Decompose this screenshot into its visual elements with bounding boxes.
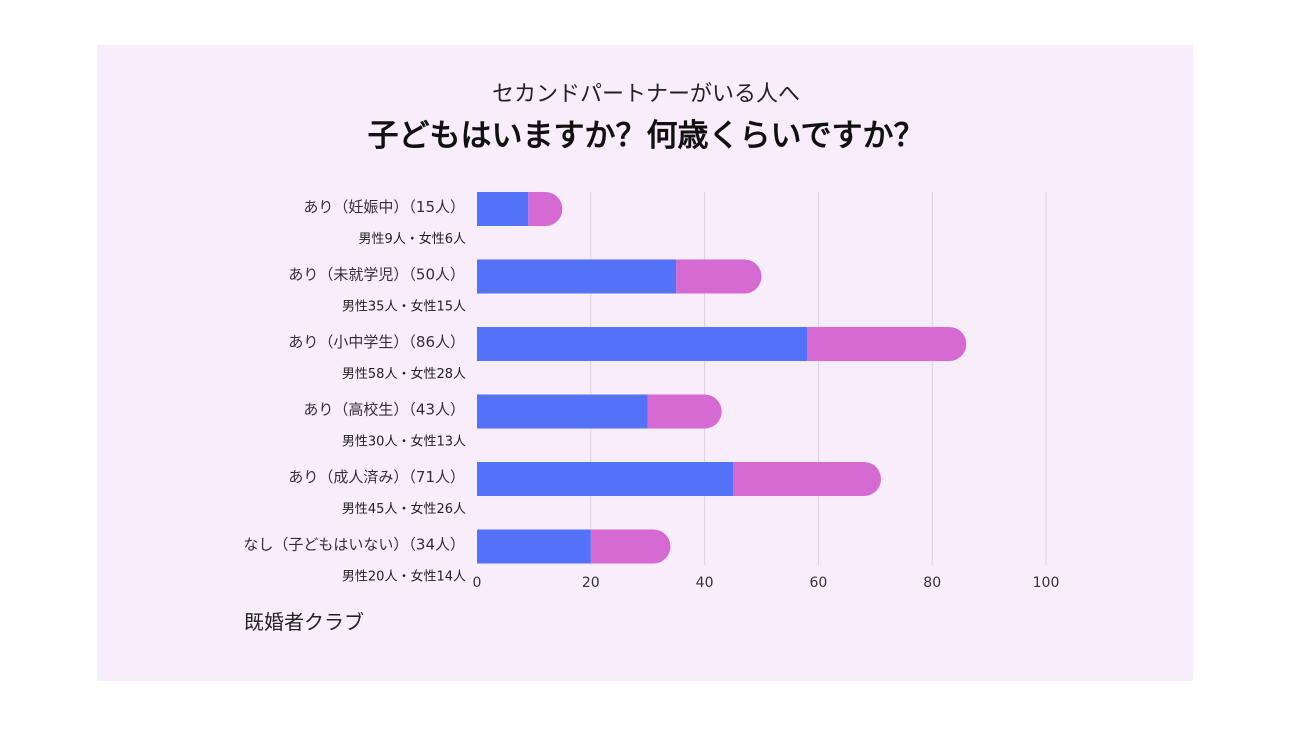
x-tick-label: 60 — [809, 575, 827, 591]
chart-subtitle: セカンドパートナーがいる人へ — [491, 82, 800, 107]
category-label: なし（子どもはいない）（34人） — [243, 536, 465, 554]
category-label: あり（小中学生）（86人） — [288, 333, 465, 351]
bar-male — [477, 462, 734, 496]
bar-male — [477, 327, 808, 361]
bar-female — [676, 259, 762, 294]
bar-female — [590, 529, 671, 564]
category-label: あり（妊娠中）（15人） — [303, 198, 465, 216]
bar-male — [477, 192, 529, 226]
bar-female — [647, 394, 722, 429]
category-breakdown-label: 男性58人・女性28人 — [342, 366, 466, 382]
chart-panel — [97, 45, 1193, 681]
bar-female — [528, 192, 563, 226]
bar-male — [477, 394, 648, 429]
category-breakdown-label: 男性35人・女性15人 — [342, 299, 466, 315]
source-label: 既婚者クラブ — [244, 610, 364, 634]
category-label: あり（高校生）（43人） — [303, 401, 465, 419]
category-breakdown-label: 男性45人・女性26人 — [342, 501, 466, 517]
category-label: あり（未就学児）（50人） — [288, 266, 465, 284]
category-label: あり（成人済み）（71人） — [288, 468, 465, 486]
x-tick-label: 100 — [1033, 575, 1060, 591]
category-breakdown-label: 男性30人・女性13人 — [342, 434, 466, 450]
category-breakdown-label: 男性9人・女性6人 — [358, 231, 466, 247]
bar-female — [807, 327, 967, 361]
x-tick-label: 80 — [923, 575, 941, 591]
category-breakdown-label: 男性20人・女性14人 — [342, 569, 466, 585]
bar-male — [477, 529, 591, 564]
chart-title: 子どもはいますか？何歳くらいですか？ — [367, 118, 925, 154]
x-tick-label: 0 — [473, 575, 482, 591]
bar-female — [733, 462, 881, 496]
x-tick-label: 40 — [696, 575, 714, 591]
bar-male — [477, 259, 677, 294]
x-tick-label: 20 — [582, 575, 600, 591]
